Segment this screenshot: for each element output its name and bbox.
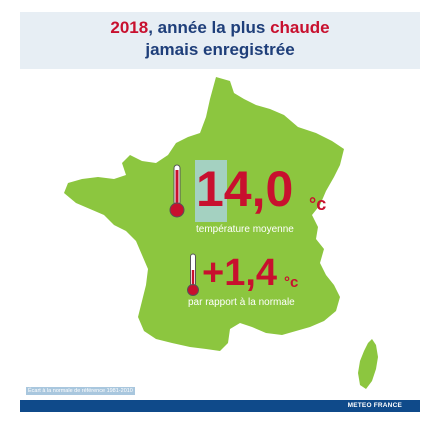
corsica-shape xyxy=(358,339,378,389)
infographic-card: 2018, année la plus chaude jamais enregi… xyxy=(20,12,420,412)
page-title: 2018, année la plus chaude jamais enregi… xyxy=(20,17,420,61)
title-year: 2018 xyxy=(110,18,149,37)
anomaly-value: +1,4 xyxy=(202,252,278,294)
anomaly-caption: par rapport à la normale xyxy=(188,297,295,308)
footer-bar: METEO FRANCE xyxy=(20,400,420,412)
footnote: Écart à la normale de référence 1981-201… xyxy=(26,387,135,395)
title-line-2: jamais enregistrée xyxy=(145,40,295,59)
title-band: 2018, année la plus chaude jamais enregi… xyxy=(20,12,420,69)
mean-temp-caption: température moyenne xyxy=(196,224,294,235)
title-hot: chaude xyxy=(270,18,330,37)
anomaly-unit: °c xyxy=(284,274,299,291)
mean-temp-value: 14,0 xyxy=(196,161,294,217)
thermometer-icon xyxy=(169,164,185,218)
mean-temp-unit: °c xyxy=(309,194,327,214)
thermometer-icon xyxy=(187,253,199,296)
value-highlight xyxy=(195,160,227,222)
title-line-1: 2018, année la plus chaude xyxy=(20,17,420,39)
brand-label: METEO FRANCE xyxy=(347,402,402,409)
title-mid: , année la plus xyxy=(148,18,271,37)
